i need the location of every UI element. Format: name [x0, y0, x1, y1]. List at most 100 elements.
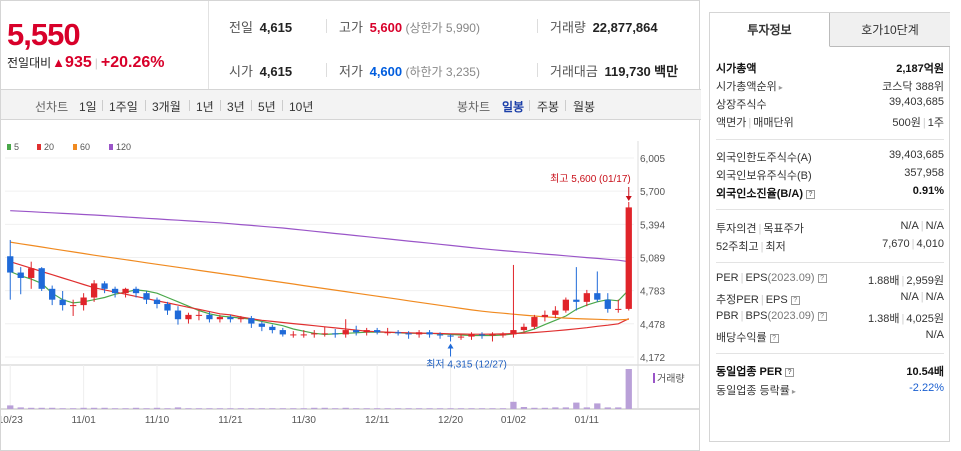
volume-bar — [573, 402, 580, 409]
volume-bar — [394, 408, 402, 409]
volume-bar — [59, 408, 66, 409]
x-tick-label: 11/30 — [292, 415, 317, 426]
help-icon[interactable]: ? — [817, 274, 827, 283]
market-cap-rank-row[interactable]: 시가총액순위 ▸ 코스닥 388위 — [716, 78, 944, 94]
volume-bar — [132, 407, 140, 409]
52week-row: 52주최고 | 최저 7,670 | 4,010 — [716, 238, 944, 253]
candlestick-chart[interactable]: 거래량 6,005 5,700 5,394 5,089 4,783 4,478 4,172 1… — [1, 121, 699, 451]
candle — [615, 299, 622, 313]
pbr-bps-row: PBR | BPS(2023.09)? 1.38배 | 4,025원 — [716, 310, 944, 325]
candle — [541, 310, 549, 322]
x-tick-label: 11/01 — [71, 415, 96, 426]
est-eps-label: EPS — [765, 294, 788, 306]
tab-10year[interactable]: 10년 — [289, 100, 314, 114]
bps-year: (2023.09) — [767, 310, 815, 322]
volume-bar — [342, 407, 349, 409]
tab-investment-info[interactable]: 투자정보 — [710, 13, 830, 47]
foreign-limit-value: 39,403,685 — [888, 149, 944, 161]
candle-body — [101, 283, 108, 289]
x-tick-label: 01/02 — [501, 415, 526, 426]
tab-weekly[interactable]: 주봉 — [537, 100, 560, 114]
tab-5year[interactable]: 5년 — [258, 100, 276, 114]
listed-shares-row: 상장주식수 39,403,685 — [716, 96, 944, 112]
volume-bar — [311, 407, 318, 409]
candle — [625, 201, 632, 311]
candle-body — [332, 333, 339, 335]
opinion-value: N/A — [900, 220, 919, 232]
tab-monthly[interactable]: 월봉 — [573, 100, 596, 114]
market-cap-rank-label: 시가총액순위 — [716, 81, 777, 93]
candle-body — [237, 318, 245, 320]
industry-rate-row[interactable]: 동일업종 등락률 ▸ -2.22% — [716, 382, 944, 398]
eps-value: 2,959원 — [906, 275, 944, 287]
low-value: 4,600 — [369, 64, 403, 79]
current-price: 5,550 — [7, 17, 81, 52]
candle-body — [49, 288, 56, 300]
prev-close-value: 4,615 — [259, 20, 293, 35]
volume-bar — [290, 408, 297, 409]
candle — [531, 314, 538, 329]
tab-1day[interactable]: 1일 — [79, 100, 97, 114]
candle — [290, 331, 297, 338]
candle — [478, 332, 486, 339]
foreign-hold-row: 외국인보유주식수(B) 357,958 — [716, 167, 944, 183]
candle-body — [174, 310, 182, 320]
candle — [206, 311, 213, 323]
tab-1week[interactable]: 1주일 — [109, 100, 138, 114]
high-value: 5,600 — [369, 20, 403, 35]
candle — [374, 327, 381, 335]
market-cap-rank-value: 코스닥 388위 — [882, 81, 944, 93]
candle-body — [248, 318, 255, 324]
legend-swatch — [109, 144, 113, 150]
candle-body — [164, 304, 171, 311]
volume-bar — [49, 407, 56, 409]
candle-body — [604, 299, 611, 309]
candle — [90, 280, 98, 302]
candle — [80, 293, 87, 311]
volume-bar — [562, 407, 570, 409]
volume-cell: 거래량 22,877,864 — [550, 17, 658, 36]
tab-3year[interactable]: 3년 — [227, 100, 245, 114]
amount-label: 거래대금 — [550, 64, 598, 79]
help-icon[interactable]: ? — [806, 190, 815, 199]
divider — [1, 89, 701, 90]
volume-bar — [426, 408, 433, 409]
candle-body — [615, 308, 622, 310]
candle — [258, 321, 265, 332]
candle — [447, 334, 454, 342]
candle — [237, 315, 245, 323]
volume-bar — [7, 405, 14, 409]
volume-bar — [405, 408, 412, 409]
divider — [326, 19, 327, 33]
candle — [49, 285, 56, 306]
volume-bar — [531, 407, 538, 409]
divider — [529, 100, 530, 111]
candle-body — [122, 288, 129, 294]
tab-3month[interactable]: 3개월 — [152, 100, 181, 114]
chart-annotations: 최고 5,600 (01/17) 최저 4,315 (12/27) — [426, 173, 632, 370]
tab-order-book[interactable]: 호가10단계 — [830, 13, 950, 47]
candle — [552, 306, 559, 319]
help-icon[interactable]: ? — [769, 334, 779, 343]
foreign-limit-label: 외국인한도주식수(A) — [716, 152, 812, 164]
help-icon[interactable]: ? — [785, 368, 795, 377]
per-eps-row: PER | EPS(2023.09)? 1.88배 | 2,959원 — [716, 272, 944, 287]
candle-body — [80, 297, 87, 306]
candle-body — [374, 330, 381, 333]
help-icon[interactable]: ? — [817, 312, 827, 321]
tab-daily[interactable]: 일봉 — [502, 100, 525, 114]
candle — [279, 327, 286, 337]
high-price-note: 최고 5,600 (01/17) — [550, 173, 631, 185]
candle — [520, 323, 528, 333]
tab-1year[interactable]: 1년 — [196, 100, 214, 114]
y-tick-label: 5,089 — [640, 253, 665, 264]
divider: | — [94, 56, 98, 70]
candle-body — [552, 310, 559, 315]
help-icon[interactable]: ? — [790, 296, 800, 305]
x-tick-label: 12/11 — [365, 415, 390, 426]
prev-close-label: 전일 — [229, 20, 253, 35]
candle-body — [38, 268, 45, 289]
candle — [143, 290, 150, 305]
candle — [426, 330, 433, 338]
chart-axes: 6,005 5,700 5,394 5,089 4,783 4,478 4,172 10/23… — [1, 154, 665, 426]
